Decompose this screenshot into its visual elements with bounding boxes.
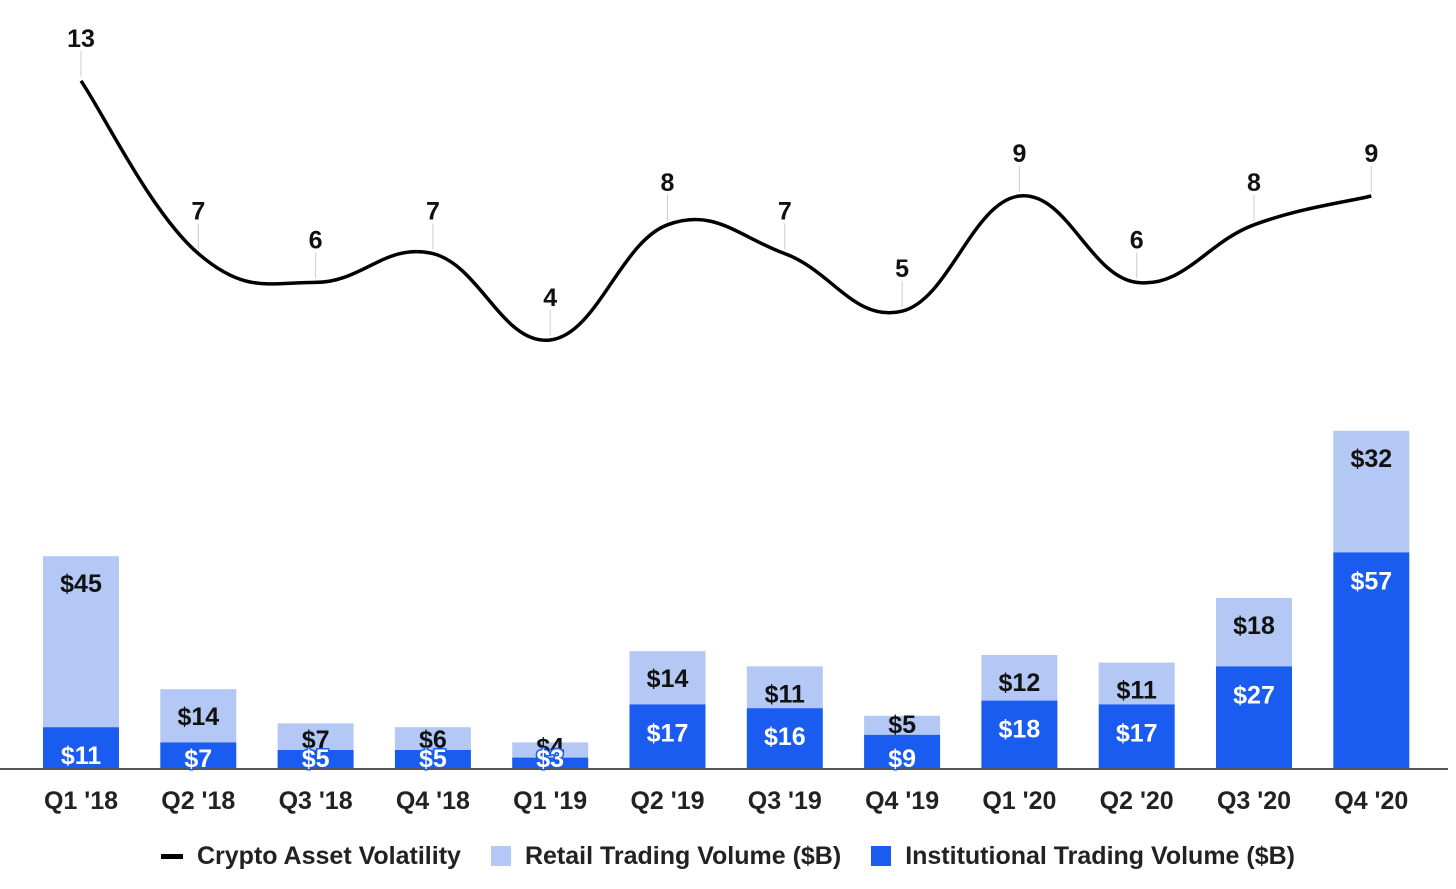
data-label-retail: $11 <box>1117 677 1157 705</box>
bar-retail <box>512 742 589 758</box>
bar-retail <box>864 715 941 735</box>
data-label-retail: $7 <box>302 726 330 754</box>
data-label-institutional: $5 <box>302 745 330 773</box>
bar-retail <box>160 689 237 743</box>
legend-item-institutional: Institutional Trading Volume ($B) <box>871 842 1295 871</box>
data-label-volatility: 9 <box>1012 140 1026 168</box>
data-label-institutional: $9 <box>888 745 916 773</box>
data-label-institutional: $27 <box>1233 681 1275 709</box>
legend-swatch-institutional <box>871 846 892 866</box>
data-label-volatility: 9 <box>1364 140 1378 168</box>
line-layer <box>79 50 1372 342</box>
legend-label-retail: Retail Trading Volume ($B) <box>524 841 842 870</box>
legend-item-retail: Retail Trading Volume ($B) <box>490 841 842 871</box>
data-label-institutional: $57 <box>1350 567 1392 595</box>
data-label-retail: $45 <box>60 570 102 598</box>
data-label-retail: $18 <box>1233 612 1275 640</box>
x-tick-label: Q3 '20 <box>1217 787 1291 815</box>
data-label-volatility: 8 <box>1247 169 1261 197</box>
bar-retail <box>981 655 1058 701</box>
bar-retail <box>1216 598 1292 667</box>
bar-retail <box>277 723 354 750</box>
x-tick-label: Q2 '18 <box>161 787 235 815</box>
data-label-volatility: 8 <box>661 169 675 197</box>
x-tick-label: Q3 '18 <box>279 787 353 815</box>
data-label-volatility: 7 <box>191 198 205 226</box>
x-tick-label: Q2 '20 <box>1100 787 1174 815</box>
data-label-retail: $5 <box>888 711 916 739</box>
legend-label-volatility: Crypto Asset Volatility <box>196 841 461 870</box>
x-tick-label: Q4 '20 <box>1334 787 1408 815</box>
data-label-retail: $14 <box>647 665 689 693</box>
labels-layer: $45$11$14$7$7$5$6$5 $4$3$14$17$11$16 $5$9$… <box>60 25 1392 775</box>
x-tick-label: Q1 '18 <box>44 787 118 815</box>
bar-retail <box>629 651 706 705</box>
legend-item-volatility: Crypto Asset Volatility <box>160 841 461 871</box>
data-label-retail: $11 <box>765 680 805 708</box>
data-label-institutional: $11 <box>61 742 101 770</box>
x-tick-label: Q3 '19 <box>748 787 822 815</box>
data-label-institutional: $17 <box>647 719 689 747</box>
data-label-retail: $32 <box>1350 445 1392 473</box>
data-label-retail: $12 <box>999 669 1041 697</box>
data-label-institutional: $7 <box>184 745 212 773</box>
data-label-institutional: $3 <box>536 745 564 773</box>
bar-retail <box>1098 662 1175 705</box>
data-label-volatility: 5 <box>895 255 909 283</box>
bar-institutional <box>512 757 589 769</box>
bar-institutional <box>746 708 823 769</box>
bar-institutional <box>864 734 941 769</box>
x-tick-label: Q2 '19 <box>630 787 704 815</box>
bar-retail <box>43 556 119 728</box>
x-tick-labels: Q1 '18 Q2 '18 Q3 '18 Q4 '18 Q1 '19 Q2 '19 Q3 '… <box>44 787 1408 815</box>
volatility-line <box>79 79 1372 342</box>
x-tick-label: Q4 '18 <box>396 787 470 815</box>
data-label-retail: $14 <box>177 703 219 731</box>
bar-retail <box>1333 430 1410 553</box>
legend: Crypto Asset Volatility Retail Trading V… <box>0 838 1456 874</box>
data-label-volatility: 6 <box>309 226 323 254</box>
data-label-volatility: 13 <box>67 25 95 53</box>
bar-retail <box>746 666 823 709</box>
bars-layer <box>43 430 1410 769</box>
bar-institutional <box>160 742 237 769</box>
bar-institutional <box>1333 552 1410 769</box>
x-tick-label: Q1 '19 <box>513 787 587 815</box>
x-tick-label: Q1 '20 <box>982 787 1056 815</box>
data-label-institutional: $5 <box>419 745 447 773</box>
data-label-institutional: $17 <box>1116 719 1158 747</box>
data-label-retail: $4 <box>536 734 564 762</box>
bar-institutional <box>394 750 471 769</box>
bar-institutional <box>1216 666 1292 769</box>
bar-institutional <box>43 727 119 769</box>
data-label-volatility: 7 <box>426 198 440 226</box>
bar-institutional <box>277 750 354 769</box>
data-label-institutional: $18 <box>999 716 1041 744</box>
data-label-retail: $6 <box>419 726 447 754</box>
data-label-institutional: $16 <box>764 723 806 751</box>
bar-institutional <box>981 700 1058 769</box>
bar-institutional <box>1098 704 1175 769</box>
bar-retail <box>394 727 471 750</box>
data-label-volatility: 6 <box>1130 226 1144 254</box>
data-label-volatility: 4 <box>543 284 557 312</box>
data-label-volatility: 7 <box>778 198 792 226</box>
legend-label-institutional: Institutional Trading Volume ($B) <box>905 841 1296 870</box>
bar-institutional <box>629 704 706 769</box>
legend-swatch-volatility <box>160 853 183 859</box>
x-tick-label: Q4 '19 <box>865 787 939 815</box>
legend-swatch-retail <box>490 846 511 866</box>
